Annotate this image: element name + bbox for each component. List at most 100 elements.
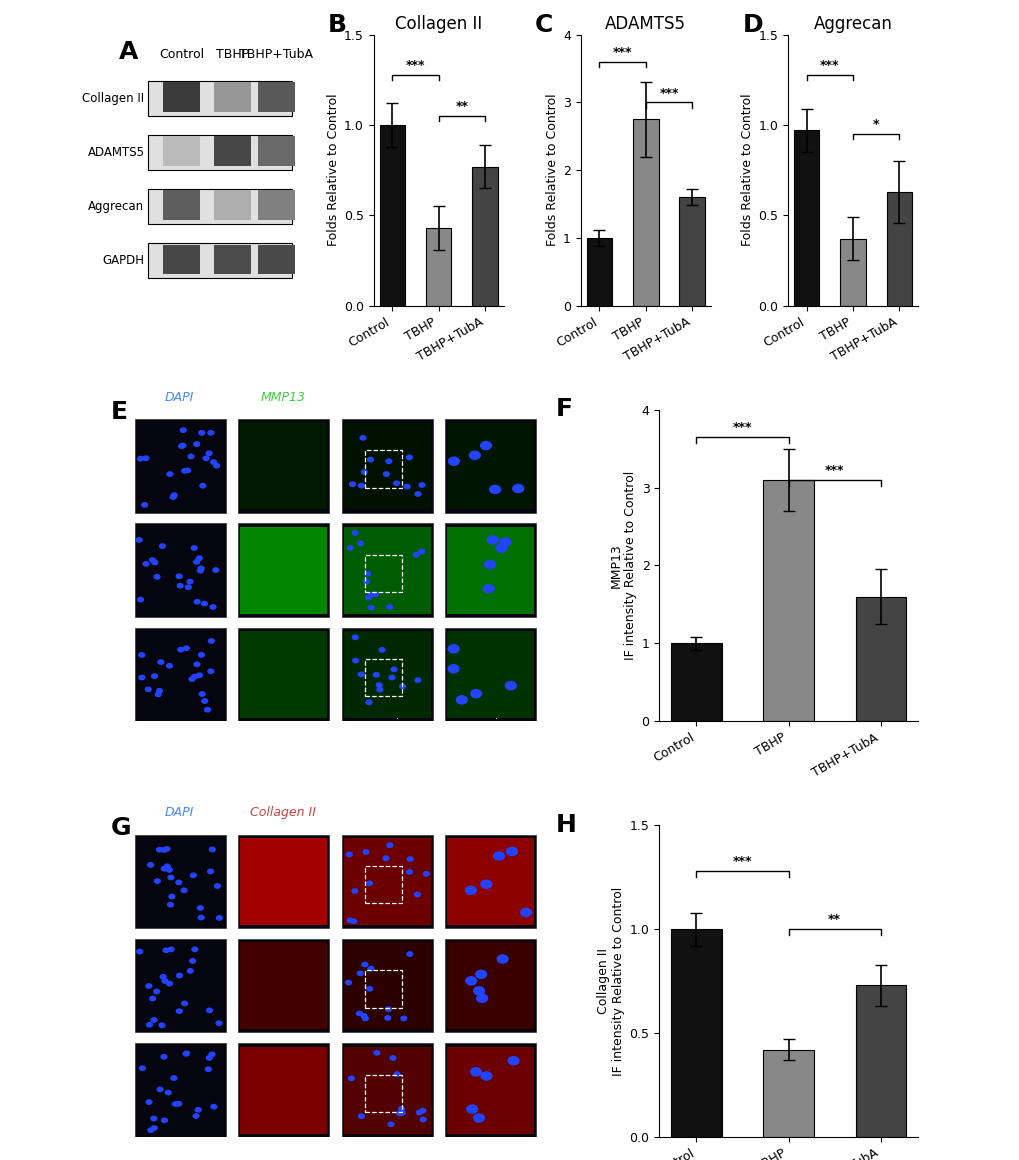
Circle shape xyxy=(193,1114,199,1118)
Circle shape xyxy=(393,1072,399,1076)
FancyBboxPatch shape xyxy=(445,628,536,722)
Circle shape xyxy=(419,550,424,553)
Circle shape xyxy=(358,673,364,676)
Text: *: * xyxy=(872,118,878,131)
Circle shape xyxy=(137,538,142,542)
Circle shape xyxy=(198,915,204,920)
Circle shape xyxy=(202,698,208,703)
Circle shape xyxy=(140,1066,145,1071)
Circle shape xyxy=(194,442,200,447)
Circle shape xyxy=(198,906,203,911)
Circle shape xyxy=(187,969,193,973)
Bar xyxy=(364,450,401,487)
Circle shape xyxy=(357,971,363,976)
Circle shape xyxy=(156,689,162,693)
FancyBboxPatch shape xyxy=(343,942,430,1029)
Text: GAPDH: GAPDH xyxy=(102,254,145,268)
Circle shape xyxy=(346,919,353,922)
Y-axis label: Folds Relative to Control: Folds Relative to Control xyxy=(326,94,339,246)
Circle shape xyxy=(363,850,369,854)
Circle shape xyxy=(368,593,374,597)
Circle shape xyxy=(195,1108,201,1112)
Circle shape xyxy=(189,677,195,681)
Circle shape xyxy=(471,689,481,697)
Circle shape xyxy=(475,970,486,978)
Circle shape xyxy=(181,469,187,473)
Circle shape xyxy=(143,561,149,566)
Circle shape xyxy=(161,1054,167,1059)
FancyBboxPatch shape xyxy=(238,628,329,722)
FancyBboxPatch shape xyxy=(343,631,430,718)
Text: G: G xyxy=(111,817,131,840)
Circle shape xyxy=(158,660,164,665)
Circle shape xyxy=(376,683,382,688)
FancyBboxPatch shape xyxy=(238,1043,329,1137)
Text: Aggrecan: Aggrecan xyxy=(89,201,145,213)
Circle shape xyxy=(211,459,216,464)
Circle shape xyxy=(368,966,374,971)
Y-axis label: MMP13
IF intensity Relative to Control: MMP13 IF intensity Relative to Control xyxy=(608,471,637,660)
FancyBboxPatch shape xyxy=(135,940,225,1032)
Circle shape xyxy=(154,879,160,883)
Circle shape xyxy=(467,1105,477,1114)
Circle shape xyxy=(366,595,371,600)
Circle shape xyxy=(167,902,173,907)
Circle shape xyxy=(415,677,421,682)
Bar xyxy=(364,970,401,1008)
FancyBboxPatch shape xyxy=(135,419,225,513)
Circle shape xyxy=(165,1090,171,1095)
Text: Control: Control xyxy=(159,49,204,61)
Circle shape xyxy=(389,1056,395,1060)
Bar xyxy=(633,119,658,305)
Circle shape xyxy=(352,636,358,639)
Circle shape xyxy=(360,436,366,440)
Circle shape xyxy=(154,989,159,994)
Circle shape xyxy=(183,1052,189,1056)
Circle shape xyxy=(466,977,476,985)
Circle shape xyxy=(203,456,209,461)
Circle shape xyxy=(176,973,182,978)
Text: B: B xyxy=(328,13,346,37)
Circle shape xyxy=(407,952,413,956)
Circle shape xyxy=(367,986,372,991)
Text: 100 μm: 100 μm xyxy=(376,1125,410,1134)
FancyBboxPatch shape xyxy=(163,245,200,275)
Circle shape xyxy=(138,457,144,461)
Circle shape xyxy=(148,1128,154,1132)
FancyBboxPatch shape xyxy=(343,1046,430,1133)
Text: DAPI: DAPI xyxy=(164,806,194,819)
Text: F: F xyxy=(555,398,573,421)
FancyBboxPatch shape xyxy=(343,422,430,509)
Circle shape xyxy=(362,1016,368,1021)
FancyBboxPatch shape xyxy=(240,422,327,509)
Circle shape xyxy=(192,546,197,550)
FancyBboxPatch shape xyxy=(447,1046,534,1133)
Circle shape xyxy=(216,1021,222,1025)
Circle shape xyxy=(373,592,378,596)
Circle shape xyxy=(356,1012,362,1016)
FancyBboxPatch shape xyxy=(163,137,200,166)
Circle shape xyxy=(198,568,203,573)
Circle shape xyxy=(384,1016,390,1020)
Circle shape xyxy=(206,451,212,456)
Circle shape xyxy=(358,541,363,545)
Circle shape xyxy=(473,1114,484,1122)
Circle shape xyxy=(489,485,500,493)
FancyBboxPatch shape xyxy=(341,419,432,513)
Circle shape xyxy=(415,492,421,496)
Circle shape xyxy=(152,560,158,565)
Circle shape xyxy=(393,481,399,486)
FancyBboxPatch shape xyxy=(447,527,534,614)
Text: TBHP+TubA: TBHP+TubA xyxy=(239,49,313,61)
Circle shape xyxy=(146,984,152,988)
Circle shape xyxy=(194,600,200,604)
Circle shape xyxy=(161,867,167,871)
Bar xyxy=(840,239,865,305)
Bar xyxy=(762,480,813,722)
Circle shape xyxy=(368,606,374,610)
FancyBboxPatch shape xyxy=(343,527,430,614)
Circle shape xyxy=(172,1102,178,1107)
Circle shape xyxy=(391,667,396,672)
FancyBboxPatch shape xyxy=(238,835,329,928)
Circle shape xyxy=(496,955,507,963)
